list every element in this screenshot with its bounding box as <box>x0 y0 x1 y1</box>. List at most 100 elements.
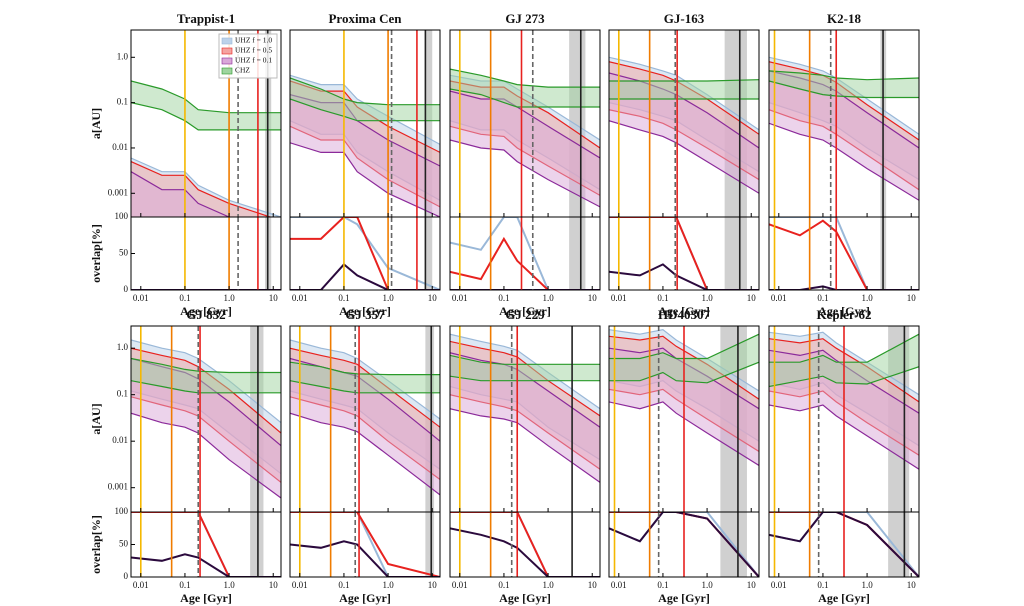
band-upper-line <box>609 347 759 410</box>
axes-frame <box>608 216 760 291</box>
x-tick-label: 0.1 <box>498 293 509 303</box>
band-upper-line <box>769 333 919 363</box>
plot-area <box>609 326 759 512</box>
plot-area <box>131 512 281 577</box>
band-upper-line <box>290 347 440 428</box>
band-lower-line <box>131 380 281 394</box>
overlap-line <box>769 217 919 290</box>
overlap-line <box>769 219 919 290</box>
band-upper-line <box>769 70 919 81</box>
band-area <box>131 171 230 217</box>
x-tick-label: 1.0 <box>861 293 873 303</box>
band-lower-line <box>290 380 440 394</box>
x-tick-label: 1.0 <box>542 580 554 590</box>
band-lower-line <box>290 142 440 217</box>
overlap-line <box>290 512 440 577</box>
x-tick-label: 0.01 <box>771 293 787 303</box>
band-lower-line <box>609 401 759 467</box>
legend-swatch <box>221 57 233 65</box>
plot-area <box>450 512 600 577</box>
overlap-line <box>609 512 759 577</box>
y-tick-label: 0.1 <box>117 97 128 107</box>
legend-swatch <box>221 37 233 45</box>
x-tick-label: 10 <box>747 293 757 303</box>
y-tick-label: 50 <box>119 248 129 258</box>
x-tick-label: 10 <box>907 293 917 303</box>
x-tick-label: 0.1 <box>498 580 509 590</box>
band-area <box>769 70 919 201</box>
overlap-line <box>450 512 600 577</box>
age-span <box>724 217 747 290</box>
band-area <box>290 358 440 495</box>
x-axis-label: Age [Gyr] <box>658 304 710 318</box>
x-tick-label: 1.0 <box>223 293 235 303</box>
panel-title: GJ 273 <box>505 11 545 26</box>
legend-swatch <box>221 47 233 55</box>
band-area <box>290 94 440 217</box>
y-tick-label: 50 <box>119 539 129 549</box>
band-lower-line <box>769 122 919 201</box>
x-tick-label: 10 <box>269 580 279 590</box>
overlap-line <box>769 512 919 577</box>
x-tick-label: 1.0 <box>542 293 554 303</box>
band-upper-line <box>609 333 759 360</box>
plot-area <box>290 326 440 512</box>
x-tick-label: 10 <box>269 293 279 303</box>
overlap-line <box>450 527 600 577</box>
plot-area <box>769 326 919 512</box>
x-tick-label: 0.01 <box>292 580 308 590</box>
plot-area <box>450 326 600 512</box>
y-tick-label: 0.01 <box>112 435 128 445</box>
panel-title: GJ-163 <box>664 11 705 26</box>
y-axis-label: overlap[%] <box>89 224 103 283</box>
plot-area <box>290 512 440 577</box>
panel-title: GJ 357 <box>345 307 385 322</box>
overlap-line <box>131 553 281 577</box>
band-lower-line <box>131 412 281 499</box>
plot-area <box>769 30 919 217</box>
x-tick-label: 0.1 <box>817 293 828 303</box>
panel-title: Trappist-1 <box>177 11 235 26</box>
x-axis-label: Age [Gyr] <box>180 591 232 605</box>
band-upper-line <box>769 56 919 135</box>
band-lower-line <box>769 366 919 388</box>
plot-area <box>769 512 919 577</box>
axes-frame <box>289 511 441 578</box>
age-span <box>888 512 910 577</box>
y-tick-label: 0.001 <box>108 187 128 197</box>
x-tick-label: 0.1 <box>338 293 349 303</box>
panel-title: K2-18 <box>827 11 861 26</box>
plot-area <box>450 217 600 290</box>
x-tick-label: 0.01 <box>133 293 149 303</box>
axes-frame <box>449 511 601 578</box>
band-lower-line <box>609 120 759 194</box>
y-tick-label: 100 <box>115 211 129 221</box>
plot-area <box>290 217 440 290</box>
plot-area <box>609 30 759 217</box>
plot-area <box>609 217 759 290</box>
band-area <box>450 91 600 207</box>
age-span <box>569 217 586 290</box>
y-axis-label: a[AU] <box>89 403 103 434</box>
overlap-line <box>609 263 759 290</box>
x-tick-label: 0.01 <box>611 580 627 590</box>
band-lower-line <box>769 404 919 470</box>
overlap-line <box>290 263 440 290</box>
band-lower-line <box>769 80 919 99</box>
band-lower-line <box>450 408 600 483</box>
band-upper-line <box>450 340 600 417</box>
plot-area <box>450 30 600 217</box>
overlap-line <box>769 285 919 290</box>
x-tick-label: 10 <box>428 293 438 303</box>
band-upper-line <box>131 171 231 217</box>
x-axis-label: Age [Gyr] <box>339 591 391 605</box>
band-upper-line <box>609 61 759 135</box>
overlap-line <box>450 236 600 290</box>
x-tick-label: 1.0 <box>382 293 394 303</box>
band-upper-line <box>450 68 600 88</box>
x-tick-label: 0.1 <box>657 293 668 303</box>
x-tick-label: 1.0 <box>861 580 873 590</box>
x-tick-label: 10 <box>747 580 757 590</box>
x-tick-label: 0.01 <box>771 580 787 590</box>
panel-title: Proxima Cen <box>328 11 402 26</box>
